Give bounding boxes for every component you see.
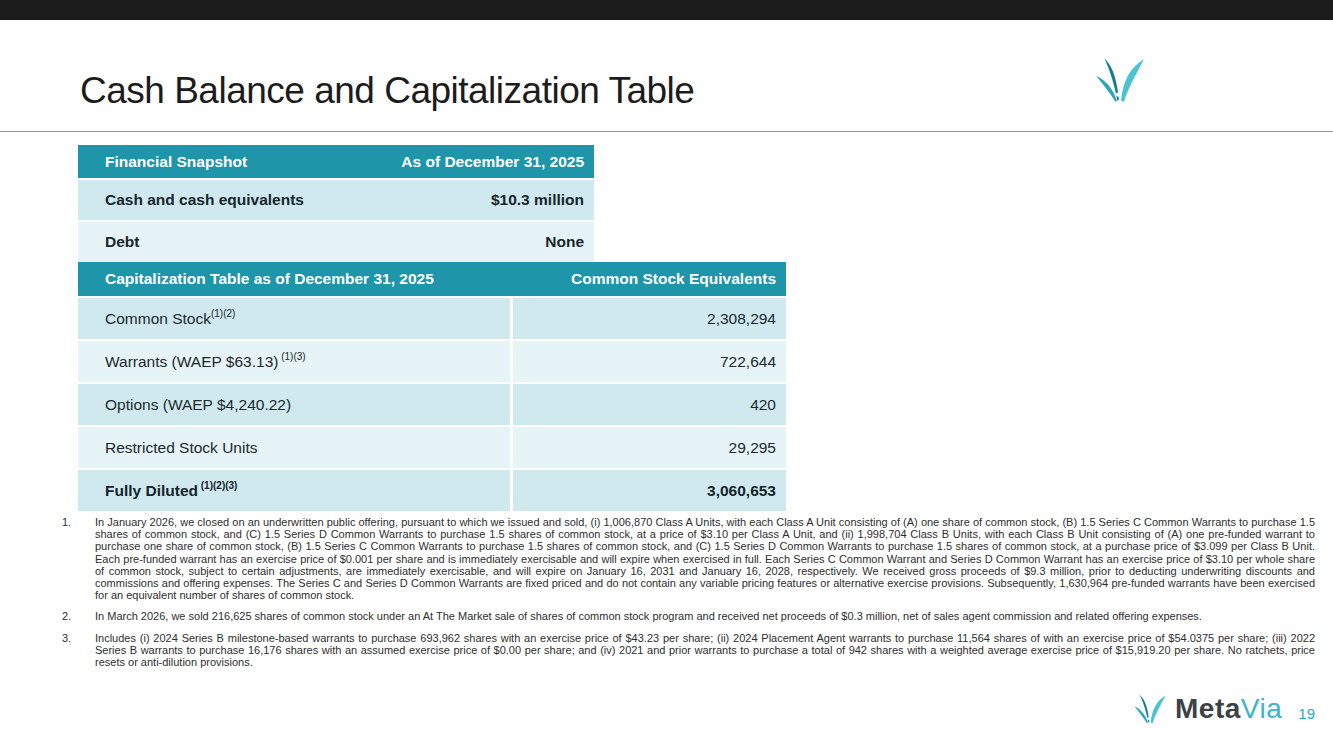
fin-row-value: $10.3 million: [491, 191, 584, 209]
brand-via: Via: [1241, 693, 1282, 724]
footnote-3: 3. Includes (i) 2024 Series B milestone-…: [62, 632, 1315, 669]
page-number: 19: [1298, 705, 1315, 722]
financial-snapshot-header: Financial Snapshot As of December 31, 20…: [78, 145, 594, 178]
cap-row-common-stock: Common Stock(1)(2) 2,308,294: [78, 298, 786, 339]
financial-snapshot-table: Financial Snapshot As of December 31, 20…: [78, 145, 594, 262]
cap-row-rsu: Restricted Stock Units 29,295: [78, 427, 786, 468]
cap-row-value: 29,295: [510, 427, 786, 468]
cap-row-label: Fully Diluted (1)(2)(3): [78, 470, 510, 511]
cap-row-value: 420: [510, 384, 786, 425]
metavia-logo-small-icon: [1133, 691, 1167, 727]
footnote-number: 1.: [62, 516, 95, 601]
fin-row-cash: Cash and cash equivalents $10.3 million: [78, 180, 594, 220]
fin-row-label: Debt: [105, 233, 139, 251]
capitalization-table: Capitalization Table as of December 31, …: [78, 262, 786, 511]
slide: Cash Balance and Capitalization Table Fi…: [0, 0, 1333, 749]
footnote-text: In January 2026, we closed on an underwr…: [95, 516, 1315, 601]
cap-row-label: Warrants (WAEP $63.13) (1)(3): [78, 341, 510, 382]
cap-row-fully-diluted: Fully Diluted (1)(2)(3) 3,060,653: [78, 470, 786, 511]
capitalization-table-header: Capitalization Table as of December 31, …: [78, 262, 786, 296]
brand-meta: Meta: [1175, 693, 1241, 724]
footnote-1: 1. In January 2026, we closed on an unde…: [62, 516, 1315, 601]
cap-table-value-header: Common Stock Equivalents: [510, 262, 786, 296]
page-title: Cash Balance and Capitalization Table: [80, 70, 694, 112]
footnote-2: 2. In March 2026, we sold 216,625 shares…: [62, 610, 1315, 622]
cap-row-warrants: Warrants (WAEP $63.13) (1)(3) 722,644: [78, 341, 786, 382]
cap-row-options: Options (WAEP $4,240.22) 420: [78, 384, 786, 425]
cap-row-label: Restricted Stock Units: [78, 427, 510, 468]
metavia-logo-icon: [1094, 52, 1146, 108]
fin-row-value: None: [545, 233, 584, 251]
financial-snapshot-title: Financial Snapshot: [105, 153, 247, 171]
footer: MetaVia 19: [1133, 691, 1315, 727]
footnotes: 1. In January 2026, we closed on an unde…: [62, 516, 1315, 677]
cap-row-value: 2,308,294: [510, 298, 786, 339]
footnote-text: Includes (i) 2024 Series B milestone-bas…: [95, 632, 1315, 669]
footnote-text: In March 2026, we sold 216,625 shares of…: [95, 610, 1315, 622]
footnote-number: 2.: [62, 610, 95, 622]
top-bar: [0, 0, 1333, 20]
cap-row-value: 3,060,653: [510, 470, 786, 511]
title-divider: [0, 131, 1333, 132]
cap-row-label: Options (WAEP $4,240.22): [78, 384, 510, 425]
cap-row-label: Common Stock(1)(2): [78, 298, 510, 339]
cap-row-value: 722,644: [510, 341, 786, 382]
fin-row-debt: Debt None: [78, 222, 594, 262]
brand-wordmark: MetaVia: [1175, 693, 1282, 725]
cap-table-title: Capitalization Table as of December 31, …: [78, 262, 510, 296]
footnote-number: 3.: [62, 632, 95, 669]
financial-snapshot-as-of: As of December 31, 2025: [401, 153, 584, 171]
fin-row-label: Cash and cash equivalents: [105, 191, 304, 209]
